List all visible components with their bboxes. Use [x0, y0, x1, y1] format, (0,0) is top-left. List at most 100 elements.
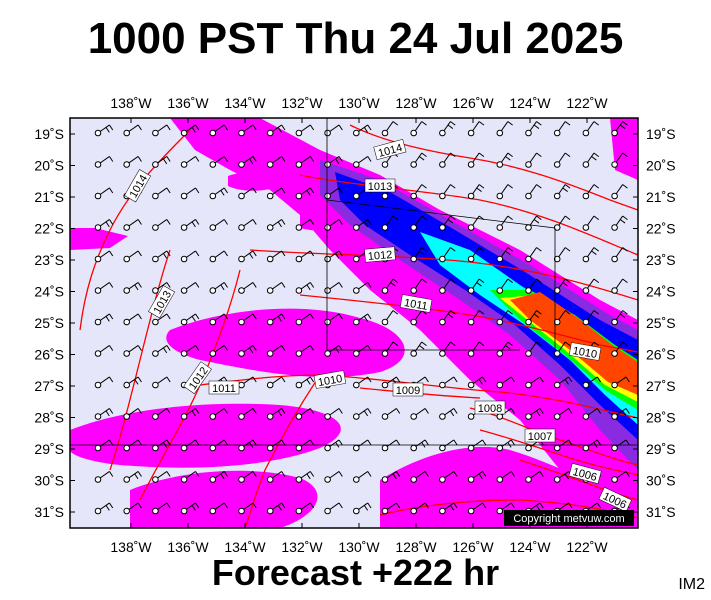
isobar-line	[79, 129, 191, 331]
wind-barb	[611, 408, 630, 420]
boundary-line	[326, 118, 520, 351]
wind-barb	[295, 345, 315, 357]
wind-barb	[525, 278, 542, 294]
wind-barb	[324, 156, 343, 168]
rain-area	[70, 403, 341, 468]
wind-barb	[180, 282, 200, 294]
wind-barb	[525, 215, 542, 231]
wind-barb	[238, 187, 257, 200]
rain-area	[166, 308, 405, 378]
wind-barb	[381, 408, 401, 420]
rain-area	[228, 171, 290, 191]
wind-barb	[238, 376, 257, 389]
lon-tick-label-top: 126˚W	[452, 95, 494, 111]
wind-barb	[439, 376, 458, 389]
wind-barb	[266, 124, 286, 137]
wind-barb	[611, 152, 628, 168]
wind-barb	[553, 121, 571, 137]
rain-area	[420, 232, 638, 425]
wind-barb	[123, 250, 142, 263]
wind-barb	[553, 184, 571, 200]
wind-barbs	[94, 121, 630, 545]
wind-barb	[582, 215, 600, 231]
svg-text:1013: 1013	[368, 181, 392, 193]
wind-barb	[180, 219, 200, 231]
wind-barb	[439, 502, 458, 515]
wind-barb	[123, 502, 142, 515]
wind-barb	[582, 376, 602, 389]
svg-text:1008: 1008	[478, 403, 502, 415]
boundary-lines	[70, 118, 638, 446]
wind-barb	[94, 282, 114, 294]
wind-barb	[209, 345, 228, 357]
wind-barb	[496, 184, 513, 200]
isobar-label: 1011	[208, 380, 240, 395]
wind-barb	[611, 376, 630, 389]
wind-barb	[94, 345, 114, 357]
wind-barb	[496, 121, 513, 137]
wind-barb	[611, 121, 628, 137]
wind-barb	[324, 502, 343, 515]
wind-barb	[180, 439, 200, 452]
isobar-line	[299, 294, 638, 353]
wind-barb	[238, 502, 257, 515]
wind-barb	[266, 502, 286, 515]
wind-barb	[612, 534, 630, 545]
wind-barb	[123, 156, 142, 168]
wind-barb	[123, 282, 142, 294]
wind-barb	[467, 278, 485, 294]
wind-barb	[180, 187, 200, 200]
wind-barb	[611, 247, 628, 263]
wind-barb	[123, 219, 142, 231]
copyright-background	[504, 510, 634, 526]
wind-barb	[324, 250, 343, 263]
wind-barb	[238, 345, 257, 357]
wind-barb	[209, 282, 228, 294]
lat-tick-label-right: 24˚S	[646, 284, 676, 300]
wind-barb	[525, 376, 544, 389]
lat-tick-label-left: 30˚S	[34, 473, 64, 489]
wind-barb	[353, 124, 372, 137]
wind-barb	[152, 156, 171, 168]
wind-barb	[439, 341, 456, 357]
wind-barb	[496, 502, 515, 515]
lat-tick-label-right: 23˚S	[646, 252, 676, 268]
wind-barb	[553, 376, 573, 389]
wind-barb	[525, 121, 542, 137]
wind-barb	[381, 215, 399, 231]
lat-tick-label-right: 22˚S	[646, 221, 676, 237]
lat-tick-label-right: 21˚S	[646, 189, 676, 205]
wind-barb	[94, 219, 114, 231]
isobar-label: 1010	[568, 342, 602, 361]
wind-barb	[353, 439, 372, 452]
wind-barb	[180, 156, 200, 168]
wind-barb	[94, 408, 114, 420]
boundary-line	[326, 199, 556, 350]
wind-barb	[324, 471, 343, 483]
wind-barb	[180, 313, 200, 326]
lon-tick-label-bottom: 126˚W	[452, 539, 494, 555]
wind-barb	[295, 250, 315, 263]
wind-barb	[295, 124, 315, 137]
rain-area	[380, 446, 638, 528]
wind-barb	[94, 502, 114, 515]
wind-barb	[94, 187, 114, 200]
svg-text:1010: 1010	[572, 345, 598, 361]
isobar-label: 1012	[364, 246, 396, 263]
lon-tick-label-top: 124˚W	[509, 95, 551, 111]
wind-barb	[467, 184, 485, 200]
wind-barb	[123, 345, 142, 357]
lat-tick-label-right: 27˚S	[646, 378, 676, 394]
isobar-label: 1010	[313, 370, 347, 389]
wind-barb	[209, 408, 228, 420]
wind-barb	[410, 278, 427, 294]
wind-barb	[295, 471, 315, 483]
isobar-line	[244, 374, 321, 528]
isobar-line	[299, 174, 638, 256]
wind-barb	[209, 156, 228, 168]
lon-tick-label-bottom: 134˚W	[224, 539, 266, 555]
wind-barb	[353, 471, 372, 483]
wind-barb	[381, 439, 401, 452]
wind-barb	[381, 310, 399, 326]
lon-tick-label-bottom: 138˚W	[110, 539, 152, 555]
